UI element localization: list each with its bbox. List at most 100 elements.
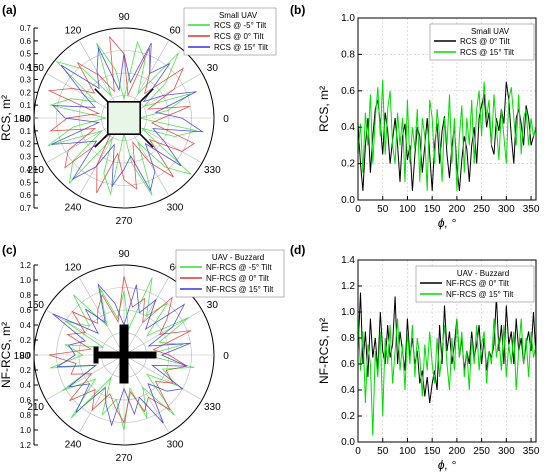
radial-tick-label: 0.5 xyxy=(20,50,32,59)
x-tick-label: 200 xyxy=(449,446,466,457)
x-tick-label: 250 xyxy=(473,204,490,215)
legend-label: NF-RCS @ 15° Tilt xyxy=(446,290,514,299)
x-tick-label: 300 xyxy=(498,204,515,215)
x-tick-label: 0 xyxy=(355,446,361,457)
x-tick-label: 50 xyxy=(377,204,389,215)
radial-tick-label: 0.2 xyxy=(20,88,32,97)
legend-box xyxy=(429,23,535,61)
legend-label: RCS @ -5° Tilt xyxy=(214,21,267,30)
legend-label: NF-RCS @ 0° Tilt xyxy=(446,279,510,288)
panel-label: (d) xyxy=(290,243,305,257)
y-tick-label: 0.6 xyxy=(341,359,355,370)
x-tick-label: 350 xyxy=(523,446,540,457)
x-tick-label: 50 xyxy=(377,446,389,457)
angle-tick-label: 210 xyxy=(27,165,44,176)
legend-label: RCS @ 15° Tilt xyxy=(460,48,515,57)
legend-label: RCS @ 15° Tilt xyxy=(214,43,269,52)
angle-tick-label: 30 xyxy=(207,63,219,74)
angle-tick-label: 0 xyxy=(223,351,229,362)
y-tick-label: 0.4 xyxy=(341,122,355,133)
radial-tick-label: 0.0 xyxy=(20,114,32,123)
angle-tick-label: 330 xyxy=(204,165,221,176)
radial-tick-label: 1.0 xyxy=(20,276,32,285)
radial-tick-label: 0.6 xyxy=(20,306,32,315)
radial-tick-label: 0.4 xyxy=(20,63,32,72)
x-tick-label: 0 xyxy=(355,204,361,215)
angle-tick-label: 180 xyxy=(14,351,31,362)
y-tick-label: 0.8 xyxy=(341,333,355,344)
x-tick-label: 100 xyxy=(399,204,416,215)
y-tick-label: 0.2 xyxy=(341,159,355,170)
legend-title: Small UAV xyxy=(471,27,510,36)
x-tick-label: 100 xyxy=(399,446,416,457)
radial-tick-label: 0.4 xyxy=(20,381,32,390)
series-line-2 xyxy=(357,79,537,191)
y-tick-label: 0.6 xyxy=(341,86,355,97)
y-tick-label: 0.8 xyxy=(341,49,355,60)
legend-label: NF-RCS @ 15° Tilt xyxy=(206,285,274,294)
x-axis-label: ϕ, ° xyxy=(438,216,456,230)
radial-tick-label: 1.2 xyxy=(20,441,32,450)
radial-tick-label: 0.2 xyxy=(20,140,32,149)
legend-label: NF-RCS @ -5° Tilt xyxy=(206,263,272,272)
y-axis-label: RCS, m² xyxy=(0,95,13,141)
legend-label: NF-RCS @ 0° Tilt xyxy=(206,274,270,283)
plot-frame xyxy=(357,17,537,201)
uav-silhouette-icon xyxy=(94,88,154,148)
grid-spoke xyxy=(45,354,125,401)
x-tick-label: 150 xyxy=(424,446,441,457)
y-tick-label: 1.2 xyxy=(341,281,355,292)
plot-frame xyxy=(357,259,537,443)
grid-spoke xyxy=(123,354,203,401)
y-tick-label: 0.4 xyxy=(341,385,355,396)
series-line-1 xyxy=(357,81,537,191)
angle-tick-label: 0 xyxy=(223,114,229,125)
angle-tick-label: 150 xyxy=(27,300,44,311)
x-tick-label: 200 xyxy=(449,204,466,215)
y-axis-label: NF-RCS, m² xyxy=(317,318,331,384)
legend-title: Small UAV xyxy=(219,11,258,20)
angle-tick-label: 120 xyxy=(65,26,82,37)
legend-box xyxy=(175,249,285,298)
radial-tick-label: 0.6 xyxy=(20,191,32,200)
grid-spoke xyxy=(78,276,125,356)
y-axis-label: RCS, m² xyxy=(317,86,331,132)
angle-tick-label: 240 xyxy=(65,202,82,213)
angle-tick-label: 60 xyxy=(169,26,181,37)
y-axis-label: NF-RCS, m² xyxy=(0,322,13,388)
panel-d: (d) 0.0 0.2 0.4 0.6 0.8 1.0 1.2 1.4 0 50 100 150 200 2… xyxy=(290,243,540,472)
radial-tick-label: 0.7 xyxy=(20,24,32,33)
grid-spoke xyxy=(123,354,170,434)
angle-tick-label: 90 xyxy=(118,12,130,23)
x-tick-label: 350 xyxy=(523,204,540,215)
y-tick-label: 1.0 xyxy=(341,13,355,24)
legend-box xyxy=(415,265,535,303)
angle-tick-label: 300 xyxy=(167,202,184,213)
grid-spoke xyxy=(123,309,203,356)
x-tick-label: 150 xyxy=(424,204,441,215)
legend-title: UAV - Buzzard xyxy=(212,253,264,262)
radial-tick-label: 0.0 xyxy=(20,351,32,360)
radial-tick-label: 0.1 xyxy=(20,101,32,110)
series-line-1 xyxy=(49,277,195,431)
radial-tick-label: 1.2 xyxy=(20,261,32,270)
legend-label: RCS @ 0° Tilt xyxy=(214,32,264,41)
series-line-1 xyxy=(357,292,537,404)
radial-tick-label: 0.2 xyxy=(20,336,32,345)
radial-tick-label: 0.3 xyxy=(20,153,32,162)
x-tick-label: 250 xyxy=(473,446,490,457)
aircraft-silhouette-icon xyxy=(93,324,157,384)
x-tick-label: 300 xyxy=(498,446,515,457)
y-tick-label: 0.2 xyxy=(341,411,355,422)
radial-tick-label: 0.3 xyxy=(20,75,32,84)
series-line-3 xyxy=(52,283,191,427)
legend-title: UAV - Buzzard xyxy=(457,269,509,278)
radial-tick-label: 0.7 xyxy=(20,204,32,213)
angle-tick-label: 270 xyxy=(116,453,133,464)
y-tick-label: 1.4 xyxy=(341,255,355,266)
series-line-1 xyxy=(47,40,198,196)
radial-tick-label: 1.0 xyxy=(20,426,32,435)
angle-tick-label: 90 xyxy=(118,249,130,260)
angle-tick-label: 270 xyxy=(116,216,133,227)
